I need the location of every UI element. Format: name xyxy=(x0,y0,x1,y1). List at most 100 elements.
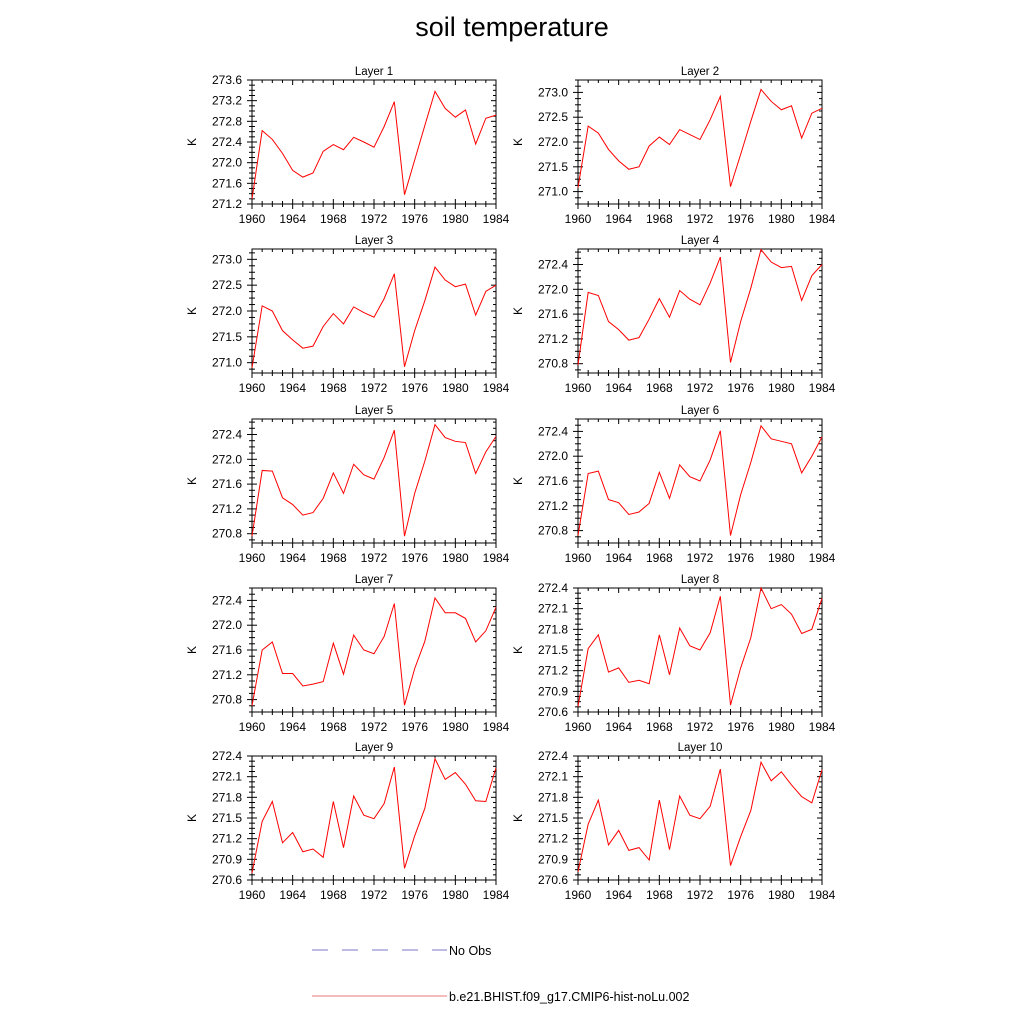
x-tick-label: 1980 xyxy=(768,888,795,902)
y-tick-label: 272.1 xyxy=(538,770,568,784)
y-axis-label: K xyxy=(185,814,199,822)
panel-layer-8: Layer 8 K 1960 1964 1968 1972 1976 1980 1984 270.… xyxy=(511,574,836,734)
y-tick-label: 271.6 xyxy=(538,307,568,321)
x-tick-label: 1980 xyxy=(442,381,469,395)
y-axis-label: K xyxy=(185,646,199,654)
x-tick-label: 1964 xyxy=(279,720,306,734)
y-tick-label: 272.4 xyxy=(538,749,568,763)
x-tick-label: 1968 xyxy=(320,212,347,226)
series-line xyxy=(251,596,497,706)
x-tick-label: 1980 xyxy=(442,551,469,565)
x-tick-label: 1972 xyxy=(687,381,714,395)
x-tick-label: 1972 xyxy=(687,212,714,226)
x-tick-label: 1972 xyxy=(687,720,714,734)
y-tick-label: 272.5 xyxy=(212,278,242,292)
x-tick-label: 1976 xyxy=(727,381,754,395)
x-tick-label: 1984 xyxy=(809,888,836,902)
x-tick-label: 1984 xyxy=(483,551,510,565)
y-tick-label: 273.6 xyxy=(212,73,242,87)
x-tick-label: 1984 xyxy=(809,720,836,734)
x-tick-label: 1960 xyxy=(239,212,266,226)
x-tick-label: 1980 xyxy=(768,551,795,565)
x-tick-label: 1972 xyxy=(361,551,388,565)
panel-layer-10: Layer 10 K 1960 1964 1968 1972 1976 1980 1984 270… xyxy=(511,742,836,902)
y-axis-label: K xyxy=(185,477,199,485)
x-tick-label: 1972 xyxy=(361,720,388,734)
x-tick-label: 1964 xyxy=(279,212,306,226)
y-tick-label: 272.4 xyxy=(212,428,242,442)
panel-layer-4: Layer 4 K 1960 1964 1968 1972 1976 1980 1984 270.… xyxy=(511,235,836,395)
x-tick-label: 1980 xyxy=(442,212,469,226)
x-tick-label: 1984 xyxy=(483,381,510,395)
y-tick-label: 271.0 xyxy=(212,356,242,370)
x-tick-label: 1964 xyxy=(279,551,306,565)
x-tick-label: 1976 xyxy=(727,888,754,902)
y-tick-label: 270.6 xyxy=(212,873,242,887)
x-tick-label: 1968 xyxy=(646,888,673,902)
x-tick-label: 1960 xyxy=(565,720,592,734)
series-line xyxy=(577,586,823,707)
y-tick-label: 271.2 xyxy=(538,832,568,846)
y-tick-label: 270.6 xyxy=(538,705,568,719)
x-tick-label: 1984 xyxy=(809,381,836,395)
x-tick-label: 1964 xyxy=(279,888,306,902)
x-tick-label: 1984 xyxy=(809,551,836,565)
y-tick-label: 271.5 xyxy=(212,811,242,825)
y-tick-label: 272.0 xyxy=(212,618,242,632)
y-tick-label: 272.1 xyxy=(538,602,568,616)
series-line xyxy=(577,88,823,188)
x-tick-label: 1976 xyxy=(401,381,428,395)
panel-layer-9: Layer 9 K 1960 1964 1968 1972 1976 1980 1984 270.… xyxy=(185,742,510,902)
y-tick-label: 270.8 xyxy=(538,524,568,538)
y-tick-label: 273.0 xyxy=(538,85,568,99)
y-tick-label: 271.6 xyxy=(538,474,568,488)
x-tick-label: 1976 xyxy=(727,720,754,734)
x-tick-label: 1960 xyxy=(565,381,592,395)
y-tick-label: 273.2 xyxy=(212,94,242,108)
y-tick-label: 271.2 xyxy=(212,832,242,846)
x-tick-label: 1964 xyxy=(279,381,306,395)
x-tick-label: 1976 xyxy=(727,551,754,565)
y-tick-label: 271.5 xyxy=(538,643,568,657)
y-axis-label: K xyxy=(511,814,525,822)
y-tick-label: 270.8 xyxy=(538,357,568,371)
x-tick-label: 1960 xyxy=(565,888,592,902)
x-tick-label: 1976 xyxy=(727,212,754,226)
x-tick-label: 1972 xyxy=(687,888,714,902)
x-tick-label: 1964 xyxy=(605,212,632,226)
y-tick-label: 271.6 xyxy=(212,643,242,657)
y-tick-label: 272.0 xyxy=(212,304,242,318)
series-line xyxy=(577,248,823,366)
x-tick-label: 1984 xyxy=(809,212,836,226)
x-tick-label: 1972 xyxy=(361,888,388,902)
y-tick-label: 273.0 xyxy=(212,252,242,266)
y-axis-label: K xyxy=(185,138,199,146)
y-tick-label: 272.4 xyxy=(538,581,568,595)
x-tick-label: 1976 xyxy=(401,212,428,226)
y-tick-label: 272.8 xyxy=(212,114,242,128)
x-tick-label: 1960 xyxy=(565,212,592,226)
x-tick-label: 1980 xyxy=(768,381,795,395)
y-tick-label: 272.0 xyxy=(212,156,242,170)
x-tick-label: 1960 xyxy=(239,551,266,565)
x-tick-label: 1964 xyxy=(605,720,632,734)
y-tick-label: 271.2 xyxy=(538,499,568,513)
y-tick-label: 271.6 xyxy=(212,477,242,491)
x-tick-label: 1984 xyxy=(483,212,510,226)
plot-frame xyxy=(251,418,497,544)
panel-layer-5: Layer 5 K 1960 1964 1968 1972 1976 1980 1984 270.… xyxy=(185,405,510,565)
y-tick-label: 271.8 xyxy=(212,790,242,804)
figure-title: soil temperature xyxy=(415,12,609,42)
series-line xyxy=(577,424,823,536)
y-tick-label: 272.4 xyxy=(212,593,242,607)
x-tick-label: 1980 xyxy=(442,888,469,902)
series-line xyxy=(251,423,497,537)
panel-title: Layer 6 xyxy=(681,405,719,417)
series-line xyxy=(251,90,497,199)
y-tick-label: 272.0 xyxy=(538,449,568,463)
panel-title: Layer 1 xyxy=(355,66,393,78)
y-tick-label: 272.4 xyxy=(212,749,242,763)
y-tick-label: 271.2 xyxy=(212,668,242,682)
x-tick-label: 1968 xyxy=(320,551,347,565)
x-tick-label: 1972 xyxy=(361,381,388,395)
